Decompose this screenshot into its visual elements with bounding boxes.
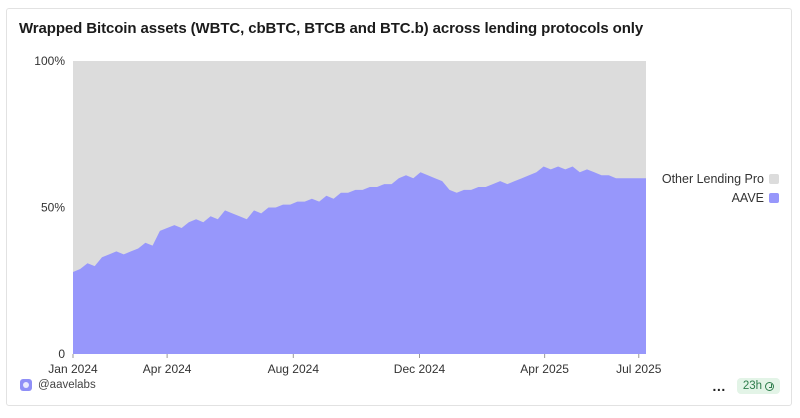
legend-swatch — [769, 193, 779, 203]
more-options-icon[interactable]: … — [711, 378, 727, 394]
y-tick-label: 50% — [41, 201, 65, 215]
legend-label: AAVE — [732, 191, 764, 205]
x-tick-label: Aug 2024 — [268, 362, 320, 376]
y-tick-label: 100% — [34, 54, 65, 68]
refresh-badge[interactable]: 23h — [736, 378, 780, 394]
series-aave-area — [73, 166, 646, 354]
refresh-age: 23h — [742, 380, 762, 392]
x-tick-label: Apr 2025 — [520, 362, 569, 376]
legend-swatch — [769, 174, 779, 184]
creator-handle[interactable]: @aavelabs — [38, 379, 96, 391]
creator-avatar-icon — [20, 379, 32, 391]
plot-area — [73, 61, 646, 354]
x-tick-label: Jul 2025 — [616, 362, 662, 376]
x-tick-label: Jan 2024 — [48, 362, 98, 376]
clock-icon — [765, 381, 774, 391]
footer-actions: … 23h — [712, 378, 780, 394]
legend-label: Other Lending Pro — [662, 172, 764, 186]
x-tick-label: Apr 2024 — [143, 362, 192, 376]
y-axis: 0 50% 100% — [34, 54, 65, 361]
creator-info[interactable]: @aavelabs — [20, 379, 96, 391]
x-tick-label: Dec 2024 — [394, 362, 446, 376]
y-tick-label: 0 — [58, 347, 65, 361]
legend: Other Lending Pro AAVE — [662, 172, 779, 205]
x-axis: Jan 2024 Apr 2024 Aug 2024 Dec 2024 Apr 2025… — [48, 354, 662, 376]
chart-title: Wrapped Bitcoin assets (WBTC, cbBTC, BTC… — [19, 20, 644, 37]
